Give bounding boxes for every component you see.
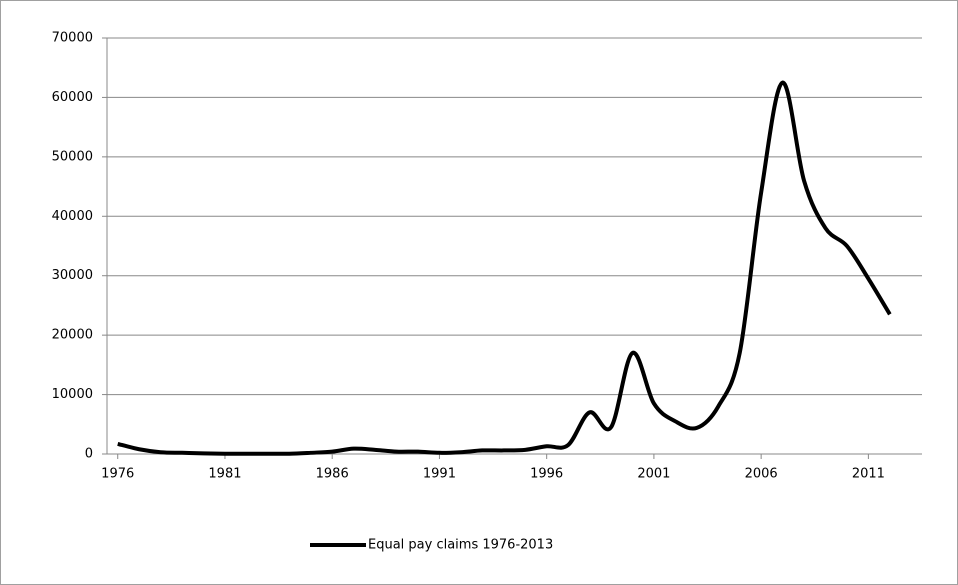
y-tick-label: 0 xyxy=(85,447,93,462)
y-tick-label: 50000 xyxy=(52,149,93,164)
y-tick-label: 10000 xyxy=(52,387,93,402)
x-tick-label: 1996 xyxy=(530,467,563,482)
y-tick-label: 30000 xyxy=(52,268,93,283)
legend-label: Equal pay claims 1976-2013 xyxy=(368,538,553,553)
x-tick-label: 1986 xyxy=(316,467,349,482)
x-tick-label: 1976 xyxy=(101,467,134,482)
x-tick-label: 1991 xyxy=(423,467,456,482)
y-tick-label: 40000 xyxy=(52,209,93,224)
x-tick-label: 2011 xyxy=(852,467,885,482)
y-tick-label: 20000 xyxy=(52,328,93,343)
x-tick-label: 2001 xyxy=(637,467,670,482)
x-tick-label: 2006 xyxy=(745,467,778,482)
data-line xyxy=(117,80,892,456)
y-tick-label: 70000 xyxy=(52,31,93,46)
x-tick-label: 1981 xyxy=(208,467,241,482)
y-tick-label: 60000 xyxy=(52,90,93,105)
